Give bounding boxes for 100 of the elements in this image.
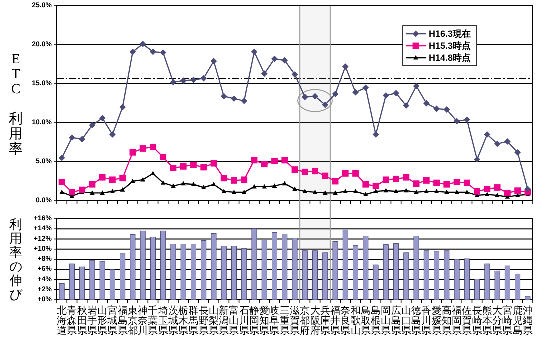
x-tick-label: 香川県 <box>422 304 432 337</box>
point <box>394 189 399 194</box>
point <box>434 180 440 186</box>
x-tick-label: 群馬県 <box>188 304 199 337</box>
bar <box>302 250 308 300</box>
point <box>68 134 76 142</box>
bar <box>292 238 298 300</box>
point <box>201 185 206 190</box>
point <box>241 176 248 184</box>
x-tick-label: 大阪府 <box>310 304 320 337</box>
x-tick-label: 千葉県 <box>148 304 158 337</box>
bar <box>282 234 288 300</box>
bar <box>525 296 531 300</box>
point <box>504 190 511 196</box>
x-tick-label: 宮城県 <box>106 304 118 337</box>
bar <box>110 269 116 300</box>
point <box>222 189 227 194</box>
x-tick-label: 佐賀県 <box>462 306 472 337</box>
bar <box>59 284 65 300</box>
x-tick-label: 北海道 <box>57 304 68 337</box>
point <box>180 78 187 84</box>
x-tick-label: 滋賀県 <box>290 304 300 337</box>
point <box>312 190 318 194</box>
x-tick-label: 茨城県 <box>167 304 178 337</box>
point <box>434 189 440 194</box>
point <box>372 132 380 138</box>
x-tick-label: 奈良県 <box>340 306 351 337</box>
point <box>322 172 329 180</box>
point <box>99 115 106 122</box>
point <box>494 140 501 148</box>
point <box>494 184 501 191</box>
bar <box>414 236 420 300</box>
point <box>160 50 167 56</box>
bar <box>464 258 470 300</box>
bar <box>232 246 237 300</box>
point <box>363 192 368 197</box>
bar <box>190 244 196 300</box>
x-tick-label: 京都府 <box>300 304 310 337</box>
bar <box>69 264 75 300</box>
x-tick-label: 長崎県 <box>472 306 482 337</box>
x-tick-label: 沖縄県 <box>522 304 533 337</box>
point <box>160 154 167 161</box>
x-tick-label: 青森県 <box>67 304 78 337</box>
bar <box>454 259 460 300</box>
point <box>190 76 197 84</box>
point <box>79 186 86 194</box>
x-tick-label: 広島県 <box>391 304 402 337</box>
point <box>464 190 470 194</box>
bar <box>252 228 258 300</box>
x-tick-label: 愛媛県 <box>432 304 442 337</box>
x-tick-label: 富山県 <box>229 304 240 337</box>
point <box>252 184 257 189</box>
point <box>262 184 268 189</box>
point <box>444 106 450 113</box>
y-axis-title: 利用率の伸び <box>8 216 24 302</box>
point <box>120 187 126 192</box>
point <box>130 178 136 184</box>
y-axis-title: ETC 利用率 <box>9 52 23 158</box>
point <box>191 182 196 186</box>
point <box>99 174 106 181</box>
point <box>322 102 329 108</box>
bar <box>312 250 318 300</box>
point <box>200 164 208 171</box>
bar <box>211 233 217 300</box>
bar <box>363 236 369 300</box>
point <box>382 176 390 184</box>
point <box>423 100 430 107</box>
x-tick-label: 大分県 <box>492 304 503 337</box>
bar <box>170 244 176 300</box>
point <box>89 122 96 129</box>
point <box>384 188 389 193</box>
point <box>413 180 420 188</box>
point <box>68 189 76 196</box>
bar <box>140 230 146 300</box>
x-tick-label: 島根県 <box>371 304 382 337</box>
point <box>200 75 208 82</box>
bar <box>474 279 480 300</box>
x-tick-label: 秋田県 <box>77 304 88 337</box>
point <box>524 186 532 192</box>
x-tick-label: 宮崎県 <box>502 304 513 337</box>
point <box>454 118 460 125</box>
point <box>464 180 470 186</box>
point <box>130 149 136 156</box>
x-tick-label: 福島県 <box>118 304 128 337</box>
x-tick-label: 山形県 <box>98 304 108 337</box>
x-tick-label: 高知県 <box>442 304 452 337</box>
point <box>120 175 126 182</box>
point <box>58 154 66 162</box>
x-tick-label: 愛知県 <box>260 304 270 337</box>
point <box>474 188 480 195</box>
point <box>220 93 228 100</box>
bar <box>120 254 126 300</box>
x-tick-label: 福井県 <box>330 304 341 337</box>
x-tick-label: 神奈川 <box>138 304 148 337</box>
bar <box>130 234 136 300</box>
point <box>332 90 339 98</box>
point <box>220 175 228 182</box>
point <box>58 179 66 186</box>
x-tick-label: 鳥取県 <box>360 304 371 337</box>
point <box>130 48 136 56</box>
